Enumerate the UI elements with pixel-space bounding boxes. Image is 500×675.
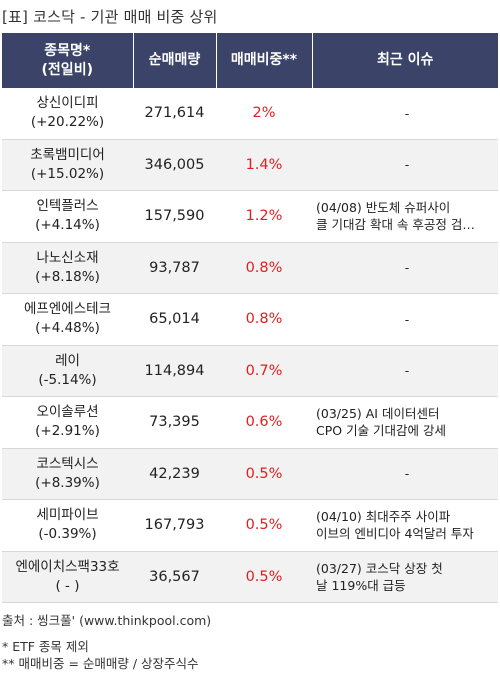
recent-issue: (03/25) AI 데이터센터 CPO 기술 기대감에 강세 <box>312 396 498 449</box>
table-row: 나노신소재 (+8.18%) 93,787 0.8% - <box>2 242 498 294</box>
stock-name: 레이 <box>55 352 80 369</box>
net-volume: 73,395 <box>133 396 216 449</box>
stock-name-cell: 엔에이치스팩33호 ( - ) <box>2 551 133 603</box>
trading-table: 종목명* (전일비) 순매매량 매매비중** 최근 이슈 상신이디피 (+20.2… <box>2 33 498 603</box>
trade-ratio: 0.5% <box>216 551 312 603</box>
header-name-line1: 종목명* <box>44 42 91 59</box>
issue-line1: - <box>404 311 410 327</box>
stock-name-cell: 세미파이브 (-0.39%) <box>2 499 133 552</box>
header-qty: 순매매량 <box>133 33 217 88</box>
header-issue: 최근 이슈 <box>312 33 498 88</box>
footnote-ratio: ** 매매비중 = 순매매량 / 상장주식수 <box>2 656 199 671</box>
trade-ratio: 0.8% <box>216 242 312 294</box>
table-row: 엔에이치스팩33호 ( - ) 36,567 0.5% (03/27) 코스닥 상장 첫… <box>2 551 498 603</box>
stock-name: 오이솔루션 <box>36 404 99 421</box>
issue-line2: CPO 기술 기대감에 강세 <box>316 423 447 439</box>
net-volume: 42,239 <box>133 448 216 500</box>
trade-ratio: 1.4% <box>216 139 312 191</box>
trade-ratio: 0.5% <box>216 499 312 552</box>
stock-change: (+20.22%) <box>30 114 105 131</box>
recent-issue: - <box>312 345 498 397</box>
issue-line1: - <box>404 105 410 121</box>
net-volume: 271,614 <box>133 88 216 140</box>
stock-name: 인텍플러스 <box>36 198 99 215</box>
stock-name-cell: 나노신소재 (+8.18%) <box>2 242 133 294</box>
issue-line1: - <box>404 260 410 276</box>
issue-line1: (04/10) 최대주주 사이파 <box>316 509 451 525</box>
page-title: [표] 코스닥 - 기관 매매 비중 상위 <box>2 8 218 26</box>
stock-name-cell: 인텍플러스 (+4.14%) <box>2 190 133 243</box>
header-name-line2: (전일비) <box>41 61 93 78</box>
stock-name: 에프엔에스테크 <box>24 301 111 318</box>
net-volume: 114,894 <box>133 345 216 397</box>
recent-issue: - <box>312 242 498 294</box>
recent-issue: - <box>312 293 498 346</box>
net-volume: 167,793 <box>133 499 216 552</box>
stock-change: (-5.14%) <box>38 371 97 388</box>
stock-name: 엔에이치스팩33호 <box>15 558 120 575</box>
source-text: 출처 : 씽크풀' (www.thinkpool.com) <box>2 613 212 628</box>
table-row: 초록뱀미디어 (+15.02%) 346,005 1.4% - <box>2 139 498 191</box>
stock-name-cell: 상신이디피 (+20.22%) <box>2 88 133 140</box>
table-row: 레이 (-5.14%) 114,894 0.7% - <box>2 345 498 397</box>
net-volume: 36,567 <box>133 551 216 603</box>
issue-line1: (03/27) 코스닥 상장 첫 <box>316 560 443 576</box>
trade-ratio: 0.5% <box>216 448 312 500</box>
trade-ratio: 1.2% <box>216 190 312 243</box>
issue-line1: - <box>404 157 410 173</box>
stock-name: 초록뱀미디어 <box>30 146 105 163</box>
stock-name-cell: 레이 (-5.14%) <box>2 345 133 397</box>
stock-change: (+8.18%) <box>35 268 100 285</box>
header-name: 종목명* (전일비) <box>2 33 134 88</box>
table-row: 상신이디피 (+20.22%) 271,614 2% - <box>2 88 498 140</box>
stock-name-cell: 초록뱀미디어 (+15.02%) <box>2 139 133 191</box>
footnote-etf: * ETF 종목 제외 <box>2 639 89 654</box>
trade-ratio: 0.8% <box>216 293 312 346</box>
stock-change: (-0.39%) <box>38 526 97 543</box>
stock-change: (+8.39%) <box>35 474 100 491</box>
stock-name-cell: 코스텍시스 (+8.39%) <box>2 448 133 500</box>
recent-issue: - <box>312 448 498 500</box>
issue-line2: 이브의 엔비디아 4억달러 투자 <box>316 526 474 542</box>
recent-issue: (04/10) 최대주주 사이파 이브의 엔비디아 4억달러 투자 <box>312 499 498 552</box>
stock-name-cell: 오이솔루션 (+2.91%) <box>2 396 133 449</box>
stock-name-cell: 에프엔에스테크 (+4.48%) <box>2 293 133 346</box>
net-volume: 93,787 <box>133 242 216 294</box>
trade-ratio: 2% <box>216 88 312 140</box>
stock-name: 코스텍시스 <box>36 455 99 472</box>
table-row: 세미파이브 (-0.39%) 167,793 0.5% (04/10) 최대주주 사이파… <box>2 499 498 552</box>
header-ratio: 매매비중** <box>216 33 313 88</box>
net-volume: 157,590 <box>133 190 216 243</box>
issue-line2: 날 119%대 급등 <box>316 577 406 593</box>
net-volume: 346,005 <box>133 139 216 191</box>
table-header-row: 종목명* (전일비) 순매매량 매매비중** 최근 이슈 <box>2 33 498 88</box>
issue-line1: - <box>404 466 410 482</box>
trade-ratio: 0.6% <box>216 396 312 449</box>
stock-change: (+4.14%) <box>35 217 100 234</box>
table-row: 에프엔에스테크 (+4.48%) 65,014 0.8% - <box>2 293 498 346</box>
stock-change: (+15.02%) <box>30 165 105 182</box>
stock-change: ( - ) <box>55 577 80 594</box>
issue-line2: 클 기대감 확대 속 후공정 검… <box>316 217 475 233</box>
issue-line1: (03/25) AI 데이터센터 <box>316 406 440 422</box>
stock-name: 나노신소재 <box>36 249 99 266</box>
stock-name: 세미파이브 <box>36 507 99 524</box>
table-row: 인텍플러스 (+4.14%) 157,590 1.2% (04/08) 반도체 슈퍼사이… <box>2 190 498 243</box>
issue-line1: - <box>404 363 410 379</box>
recent-issue: - <box>312 88 498 140</box>
stock-name: 상신이디피 <box>36 95 99 112</box>
stock-change: (+4.48%) <box>35 320 100 337</box>
recent-issue: (04/08) 반도체 슈퍼사이 클 기대감 확대 속 후공정 검… <box>312 190 498 243</box>
net-volume: 65,014 <box>133 293 216 346</box>
trade-ratio: 0.7% <box>216 345 312 397</box>
issue-line1: (04/08) 반도체 슈퍼사이 <box>316 200 451 216</box>
stock-change: (+2.91%) <box>35 423 100 440</box>
table-row: 코스텍시스 (+8.39%) 42,239 0.5% - <box>2 448 498 500</box>
recent-issue: - <box>312 139 498 191</box>
table-row: 오이솔루션 (+2.91%) 73,395 0.6% (03/25) AI 데이터센터 … <box>2 396 498 449</box>
